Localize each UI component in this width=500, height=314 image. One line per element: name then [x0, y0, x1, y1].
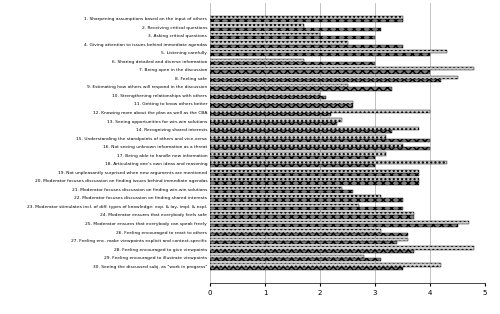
Bar: [210, 79, 441, 82]
Bar: [210, 181, 419, 185]
Bar: [210, 45, 402, 48]
Bar: [210, 204, 358, 207]
Bar: [210, 241, 397, 244]
Bar: [210, 50, 446, 53]
Bar: [210, 170, 419, 173]
Bar: [210, 267, 402, 270]
Bar: [210, 207, 402, 210]
Bar: [210, 152, 386, 156]
Bar: [210, 118, 342, 122]
Bar: [210, 164, 375, 167]
Bar: [210, 130, 392, 133]
Bar: [210, 110, 430, 113]
Bar: [210, 105, 353, 108]
Bar: [210, 19, 402, 22]
Bar: [210, 212, 414, 215]
Bar: [210, 127, 419, 130]
Bar: [210, 113, 331, 116]
Bar: [210, 101, 353, 105]
Bar: [210, 144, 402, 147]
Bar: [210, 232, 408, 236]
Bar: [210, 147, 430, 150]
Bar: [210, 87, 392, 91]
Bar: [210, 238, 408, 241]
Bar: [210, 93, 320, 96]
Bar: [210, 187, 342, 190]
Bar: [210, 135, 386, 138]
Bar: [210, 33, 320, 36]
Bar: [210, 215, 414, 219]
Bar: [210, 96, 326, 99]
Bar: [210, 36, 375, 39]
Bar: [210, 41, 348, 45]
Bar: [210, 122, 336, 125]
Bar: [210, 76, 458, 79]
Bar: [210, 58, 304, 62]
Bar: [210, 138, 430, 142]
Bar: [210, 156, 375, 159]
Bar: [210, 221, 469, 224]
Bar: [210, 24, 304, 28]
Bar: [210, 258, 380, 261]
Bar: [210, 190, 353, 193]
Bar: [210, 161, 446, 164]
Bar: [210, 224, 458, 227]
Bar: [210, 198, 402, 202]
Bar: [210, 28, 380, 31]
Bar: [210, 178, 419, 181]
Bar: [210, 195, 380, 198]
Bar: [210, 84, 348, 87]
Bar: [210, 173, 419, 176]
Bar: [210, 16, 402, 19]
Bar: [210, 250, 414, 253]
Bar: [210, 62, 375, 65]
Bar: [210, 53, 430, 57]
Bar: [210, 246, 474, 250]
Bar: [210, 67, 474, 70]
Bar: [210, 70, 430, 73]
Bar: [210, 255, 364, 258]
Bar: [210, 229, 380, 232]
Bar: [210, 263, 441, 267]
